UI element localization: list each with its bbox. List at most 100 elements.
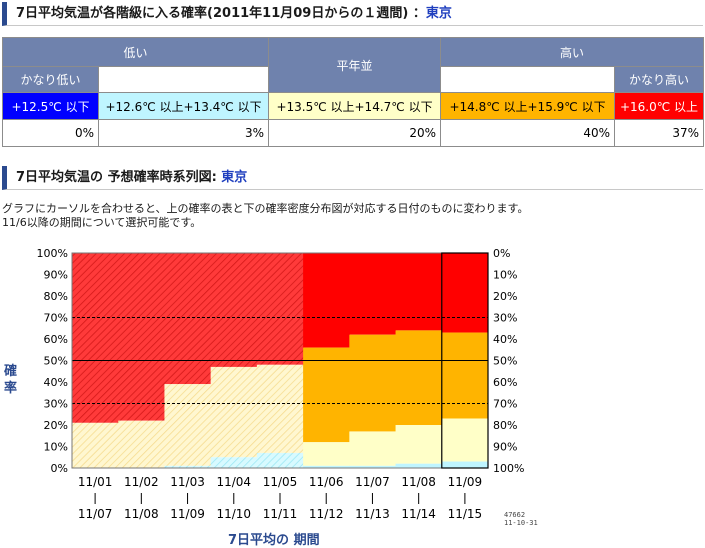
x-tick-start: 11/01 (78, 475, 113, 489)
bar-low-2[interactable] (164, 465, 212, 468)
bar-very_high-3[interactable] (210, 253, 258, 367)
x-tick-end: 11/10 (216, 507, 251, 521)
timeseries-section-title: 7日平均気温の 予想確率時系列図: (16, 170, 222, 185)
y-tick-left: 20% (44, 419, 68, 432)
x-tick-end: 11/14 (401, 507, 436, 521)
y-tick-right: 40% (493, 333, 517, 346)
bar-low-4[interactable] (256, 452, 304, 468)
x-tick-start: 11/08 (401, 475, 436, 489)
y-tick-right: 10% (493, 269, 517, 282)
x-axis: 11/01 11/07 11/02 11/08 11/03 11/09 11/04 11/10… (78, 475, 482, 521)
probability-table: 低い 平年並 高い かなり低い かなり高い +12.5℃ 以下 +12.6℃ 以… (1, 37, 705, 147)
x-tick-start: 11/02 (124, 475, 159, 489)
bar-very_high-5[interactable] (303, 253, 350, 348)
y-tick-left: 10% (44, 441, 68, 454)
chart-bars[interactable] (72, 253, 489, 468)
bar-normal-4[interactable] (256, 364, 304, 453)
chart-code-date: 11-10-31 (504, 519, 538, 527)
bar-normal-7[interactable] (395, 425, 443, 464)
bar-high-7[interactable] (395, 330, 443, 425)
x-tick-end: 11/13 (355, 507, 390, 521)
y-tick-right: 80% (493, 419, 517, 432)
y-axis-title: 確率 (4, 364, 18, 396)
group-high: 高い (440, 37, 705, 67)
bar-normal-8[interactable] (441, 418, 489, 462)
bar-very_high-0[interactable] (72, 253, 119, 423)
subgroup-high-blank (440, 66, 616, 93)
y-tick-left: 100% (37, 247, 68, 260)
bar-normal-6[interactable] (349, 431, 397, 466)
bar-low-6[interactable] (349, 465, 397, 468)
x-tick-end: 11/11 (263, 507, 298, 521)
range-low: +12.6℃ 以上+13.4℃ 以下 (97, 92, 270, 120)
bar-high-5[interactable] (303, 347, 350, 443)
y-tick-left: 70% (44, 312, 68, 325)
chart-frame (71, 252, 489, 469)
chart-reference-lines (72, 317, 488, 404)
bar-normal-3[interactable] (210, 366, 258, 458)
city-link-2[interactable]: 東京 (221, 170, 248, 185)
y-tick-left: 40% (44, 376, 68, 389)
group-normal: 平年並 (268, 37, 442, 93)
x-tick-start: 11/07 (355, 475, 390, 489)
bar-very_high-4[interactable] (256, 253, 304, 365)
chart-code-station: 47662 (504, 511, 526, 519)
description-line-1: グラフにカーソルを合わせると、上の確率の表と下の確率密度分布図が対応する日付のも… (2, 202, 529, 215)
bar-very_high-6[interactable] (349, 253, 397, 335)
city-link[interactable]: 東京 (425, 6, 452, 21)
bar-very_high-8[interactable] (441, 253, 489, 333)
y-tick-left: 0% (51, 462, 68, 475)
bar-high-6[interactable] (349, 334, 397, 432)
value-low: 3% (97, 119, 270, 147)
bar-normal-2[interactable] (164, 384, 212, 466)
y-axis-left: 100% 90% 80% 70% 60% 50% 40% 30% 20% 10% 0% (37, 247, 68, 475)
x-tick-end: 11/15 (448, 507, 483, 521)
y-tick-right: 60% (493, 376, 517, 389)
x-axis-title: 7日平均の 期間 (228, 533, 320, 548)
value-high: 40% (440, 119, 616, 147)
bar-very_high-1[interactable] (118, 253, 165, 421)
timeseries-section-header: 7日平均気温の 予想確率時系列図: 東京 (2, 166, 703, 190)
bar-normal-1[interactable] (118, 420, 165, 468)
x-tick-end: 11/08 (124, 507, 159, 521)
value-very-high: 37% (614, 119, 705, 147)
range-very-high: +16.0℃ 以上 (614, 92, 705, 120)
group-low: 低い (1, 37, 270, 67)
value-normal: 20% (268, 119, 442, 147)
y-tick-left: 30% (44, 398, 68, 411)
y-tick-right: 30% (493, 312, 517, 325)
bar-low-3[interactable] (210, 457, 258, 468)
x-tick-start: 11/04 (216, 475, 251, 489)
y-tick-right: 0% (493, 247, 510, 260)
chart-description: グラフにカーソルを合わせると、上の確率の表と下の確率密度分布図が対応する日付のも… (2, 202, 528, 230)
bar-low-7[interactable] (395, 463, 443, 468)
subgroup-low-blank (97, 66, 270, 93)
y-tick-right: 50% (493, 355, 517, 368)
bar-low-8[interactable] (441, 461, 489, 468)
x-tick-start: 11/06 (309, 475, 344, 489)
x-tick-start: 11/05 (263, 475, 298, 489)
x-tick-start: 11/03 (170, 475, 205, 489)
bar-normal-5[interactable] (303, 442, 350, 466)
bar-normal-0[interactable] (72, 422, 119, 468)
x-tick-start: 11/09 (448, 475, 483, 489)
range-high: +14.8℃ 以上+15.9℃ 以下 (440, 92, 616, 120)
bar-very_high-7[interactable] (395, 253, 443, 331)
chart-code: 47662 11-10-31 (504, 511, 538, 527)
y-tick-left: 50% (44, 355, 68, 368)
subgroup-very-high: かなり高い (614, 66, 705, 93)
description-line-2: 11/6以降の期間について選択可能です。 (2, 216, 202, 229)
bar-very_high-2[interactable] (164, 253, 212, 385)
y-axis-right: 0% 10% 20% 30% 40% 50% 60% 70% 80% 90% 100% (493, 247, 524, 475)
probability-timeseries-chart[interactable]: 100% 90% 80% 70% 60% 50% 40% 30% 20% 10% 0% 0% 10% 2… (0, 236, 705, 526)
y-tick-left: 80% (44, 290, 68, 303)
x-tick-end: 11/07 (78, 507, 113, 521)
bar-high-8[interactable] (441, 332, 489, 419)
bar-low-5[interactable] (303, 465, 350, 468)
y-tick-left: 90% (44, 269, 68, 282)
subgroup-very-low: かなり低い (2, 66, 99, 93)
y-tick-right: 100% (493, 462, 524, 475)
x-tick-end: 11/12 (309, 507, 344, 521)
y-tick-left: 60% (44, 333, 68, 346)
y-tick-right: 70% (493, 398, 517, 411)
